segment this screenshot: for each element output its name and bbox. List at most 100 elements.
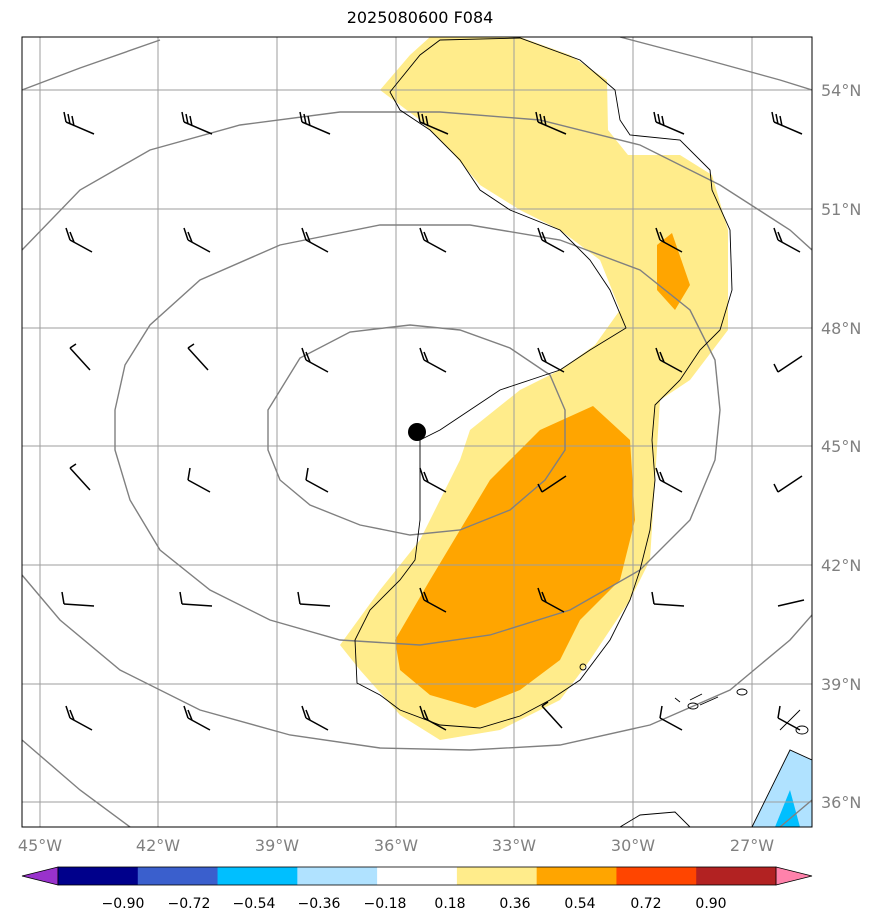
colorbar-labels: −0.90 −0.72 −0.54 −0.36 −0.18 0.18 0.36 … [102, 896, 727, 912]
wind-barb [537, 587, 543, 601]
wind-barb [307, 115, 311, 127]
latitude-labels: 54°N 51°N 48°N 45°N 42°N 39°N 36°N [821, 81, 861, 812]
wind-barb [63, 111, 67, 123]
light-negative-region [752, 750, 812, 827]
wind-barb [777, 231, 783, 243]
colorbar-label: 0.90 [695, 896, 726, 912]
lat-label: 51°N [821, 200, 861, 219]
wind-barb [65, 227, 71, 241]
wind-barb [65, 121, 95, 135]
wind-barb [187, 467, 191, 481]
wind-barb [63, 603, 95, 607]
colorbar-label: −0.36 [298, 896, 341, 912]
wind-barb [777, 355, 803, 373]
wind-barb [305, 351, 311, 363]
wind-barbs [61, 111, 805, 731]
wind-barb [659, 705, 663, 719]
wind-barb [185, 113, 189, 125]
contour-inner [267, 324, 566, 536]
wind-barb [421, 113, 425, 125]
lon-label: 30°W [611, 836, 655, 855]
wind-barb [777, 705, 781, 719]
colorbar-label: 0.72 [630, 896, 661, 912]
positive-region-south [395, 406, 635, 708]
wind-barb [297, 591, 301, 605]
light-positive-region [340, 37, 728, 740]
wind-barb [301, 121, 331, 135]
wind-barb [179, 591, 183, 605]
wind-barb [183, 121, 213, 135]
wind-barb [655, 467, 661, 481]
wind-barb [777, 599, 805, 607]
wind-barb [189, 115, 193, 127]
lat-label: 54°N [821, 81, 861, 100]
wind-barb [183, 705, 189, 719]
lat-label: 39°N [821, 675, 861, 694]
colorbar-segment [137, 867, 219, 885]
colorbar-frame [57, 866, 777, 886]
lon-label: 33°W [492, 836, 536, 855]
wind-barb [771, 111, 775, 123]
wind-barb [419, 121, 449, 135]
colorbar-segment [217, 867, 298, 885]
wind-barb [541, 591, 547, 603]
wind-barb [187, 479, 211, 493]
wind-barb [537, 227, 543, 241]
wind-barb [659, 717, 683, 731]
wind-barb [181, 111, 185, 123]
lat-label: 36°N [821, 793, 861, 812]
colorbar-label: 0.36 [499, 896, 530, 912]
contour-outer [22, 37, 812, 827]
low-center-marker [408, 423, 426, 441]
longitude-labels: 45°W 42°W 39°W 36°W 33°W 30°W 27°W [18, 836, 774, 855]
wind-barb [65, 705, 71, 719]
wind-barb [301, 227, 307, 241]
wind-barb [69, 463, 77, 469]
contour-third [22, 111, 812, 751]
wind-barb [305, 231, 311, 243]
lon-label: 45°W [18, 836, 62, 855]
wind-barb [775, 113, 779, 125]
colorbar-segment [377, 867, 458, 885]
wind-barb [777, 717, 801, 731]
wind-barb [61, 591, 65, 605]
wind-barb [417, 111, 421, 123]
colorbar-segment [696, 867, 777, 885]
coastline-islands [579, 663, 812, 827]
wind-barb [305, 709, 311, 721]
wind-barb [419, 705, 425, 719]
wind-barb [305, 467, 309, 481]
lat-label: 42°N [821, 556, 861, 575]
wind-barb [299, 111, 303, 123]
wind-barb [653, 603, 685, 607]
wind-barb [423, 709, 429, 721]
wind-barb [655, 121, 685, 135]
colorbar-label: 0.18 [434, 896, 465, 912]
wind-barb [303, 113, 307, 125]
wind-barb [419, 347, 425, 361]
wind-barb [187, 347, 209, 371]
wind-barb [651, 591, 655, 605]
wind-barb [423, 351, 429, 363]
wind-barb [423, 591, 429, 603]
wind-barb [419, 467, 425, 481]
colorbar-segment [297, 867, 378, 885]
lat-label: 45°N [821, 437, 861, 456]
wind-barb [69, 231, 75, 243]
wind-barb [69, 343, 77, 349]
height-contours [22, 37, 812, 827]
wind-barb [537, 121, 567, 135]
wind-barb [181, 603, 213, 607]
wind-barb [537, 347, 543, 361]
colorbar-label: −0.72 [168, 896, 211, 912]
wind-barb [535, 111, 539, 123]
lon-label: 39°W [255, 836, 299, 855]
colorbar-segment [456, 867, 538, 885]
wind-barb [659, 471, 665, 483]
colorbar-extend-low [21, 866, 59, 886]
wind-barb [541, 231, 547, 243]
wind-barb [659, 231, 665, 243]
lat-label: 48°N [821, 319, 861, 338]
wind-barb [537, 483, 543, 493]
wind-barb [67, 113, 71, 125]
